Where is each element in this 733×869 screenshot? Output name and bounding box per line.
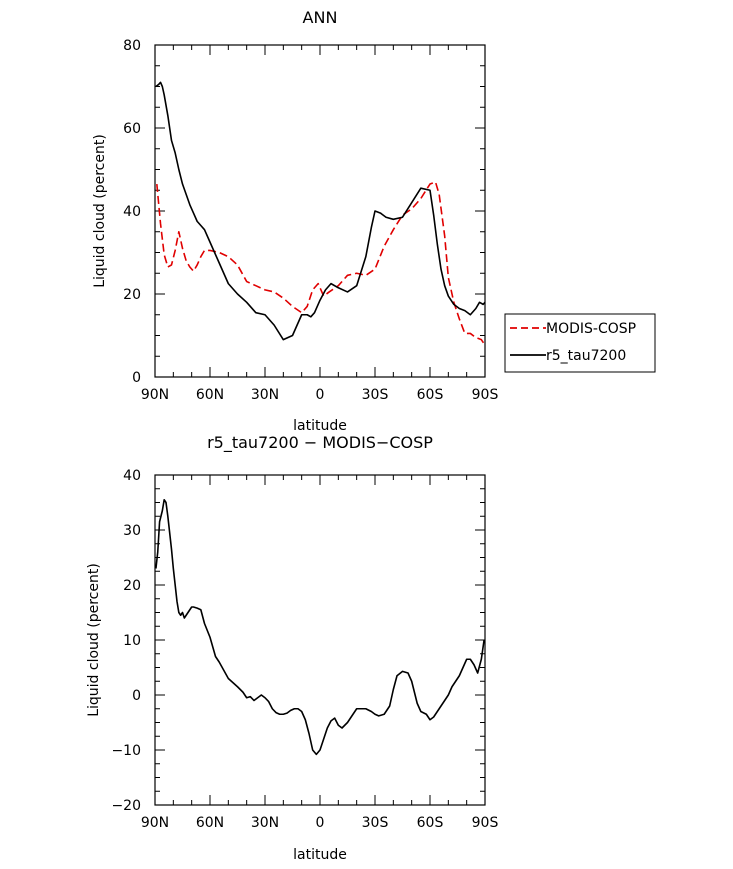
y-tick-label: 0: [132, 688, 141, 704]
bottom-x-axis-label: latitude: [293, 847, 347, 863]
x-tick-label: 30N: [251, 387, 279, 403]
bottom-panel: r5_tau7200 − MODIS−COSP 90N 60N 30N 0 30S 60S…: [86, 433, 498, 863]
bottom-series: [155, 498, 485, 756]
legend: MODIS-COSP r5_tau7200: [504, 313, 656, 373]
x-tick-label: 30S: [362, 387, 389, 403]
bottom-tick-labels: 90N 60N 30N 0 30S 60S 90S 40 30 20 10 0 −10 −20: [111, 468, 498, 831]
legend-box: [504, 313, 656, 373]
legend-label-r5-tau7200: r5_tau7200: [546, 348, 626, 364]
y-tick-label: 30: [123, 523, 141, 539]
x-tick-label: 30N: [251, 815, 279, 831]
x-tick-label: 60N: [196, 815, 224, 831]
x-tick-label: 60S: [417, 387, 444, 403]
top-plot-frame: [154, 44, 486, 378]
bottom-plot-frame: [154, 474, 486, 806]
y-tick-label: 0: [132, 370, 141, 386]
top-y-axis-label: Liquid cloud (percent): [92, 134, 108, 288]
top-chart-title: ANN: [303, 8, 338, 27]
x-tick-label: 90S: [472, 815, 499, 831]
series-line-r5-tau7200: [155, 81, 486, 341]
y-tick-label: 40: [123, 204, 141, 220]
bottom-ticks: [154, 474, 486, 806]
y-tick-label: −20: [111, 798, 141, 814]
y-tick-label: −10: [111, 743, 141, 759]
x-tick-label: 90N: [141, 387, 169, 403]
y-tick-label: 20: [123, 578, 141, 594]
y-tick-label: 80: [123, 38, 141, 54]
top-tick-labels: 90N 60N 30N 0 30S 60S 90S 0 20 40 60 80: [123, 38, 498, 403]
top-panel: ANN 90N 60N 30N 0 30S 60S 90S 0 20 40 60 80 latitud…: [92, 8, 656, 434]
top-x-axis-label: latitude: [293, 418, 347, 434]
series-line-difference: [155, 498, 485, 756]
x-tick-label: 30S: [362, 815, 389, 831]
y-tick-label: 60: [123, 121, 141, 137]
bottom-y-axis-label: Liquid cloud (percent): [86, 563, 102, 717]
bottom-chart-title: r5_tau7200 − MODIS−COSP: [207, 433, 433, 453]
x-tick-label: 0: [316, 815, 325, 831]
y-tick-label: 10: [123, 633, 141, 649]
x-tick-label: 60N: [196, 387, 224, 403]
x-tick-label: 90S: [472, 387, 499, 403]
top-ticks: [154, 44, 486, 378]
x-tick-label: 60S: [417, 815, 444, 831]
series-line-modis-cosp: [156, 181, 485, 345]
x-tick-label: 90N: [141, 815, 169, 831]
y-tick-label: 40: [123, 468, 141, 484]
legend-label-modis-cosp: MODIS-COSP: [546, 321, 636, 337]
top-series: [155, 81, 486, 345]
x-tick-label: 0: [316, 387, 325, 403]
y-tick-label: 20: [123, 287, 141, 303]
